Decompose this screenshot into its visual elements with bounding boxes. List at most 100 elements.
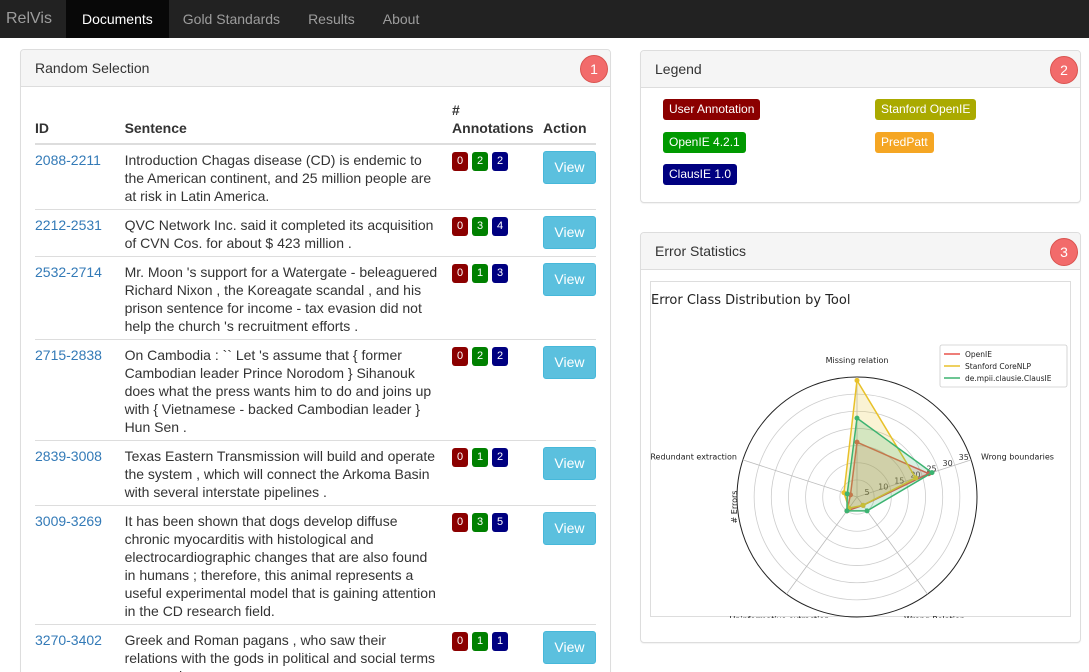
nav-gold-standards[interactable]: Gold Standards bbox=[182, 11, 281, 27]
category-label: Missing relation bbox=[826, 356, 889, 365]
annotation-count-badge: 5 bbox=[492, 513, 509, 532]
table-row: 2532-2714 Mr. Moon 's support for a Water… bbox=[35, 256, 596, 340]
series-area bbox=[843, 378, 917, 509]
category-label: Uninformative extraction bbox=[729, 615, 829, 618]
panel-heading: Error Statistics 3 bbox=[641, 233, 1080, 270]
data-point bbox=[854, 415, 860, 421]
sentence-cell: Introduction Chagas disease (CD) is ende… bbox=[124, 143, 453, 210]
doc-id-cell: 2212-2531 bbox=[35, 209, 125, 257]
chart-title: Error Class Distribution by Tool bbox=[651, 293, 850, 308]
data-point bbox=[854, 377, 860, 383]
annotation-count-badge: 1 bbox=[472, 632, 489, 651]
annotation-count-badge: 2 bbox=[492, 448, 509, 467]
annotation-count-badge: 0 bbox=[452, 513, 469, 532]
header-sentence: Sentence bbox=[124, 101, 453, 145]
doc-id-cell: 3009-3269 bbox=[35, 505, 125, 625]
table-row: 2088-2211 Introduction Chagas disease (CD… bbox=[35, 143, 596, 210]
action-cell: View bbox=[542, 624, 596, 672]
table-row: 3009-3269 It has been shown that dogs dev… bbox=[35, 505, 596, 625]
data-point bbox=[860, 502, 866, 508]
navbar: RelVis Documents Gold Standards Results … bbox=[0, 0, 1089, 38]
radial-tick-label: 10 bbox=[878, 482, 888, 491]
sentence-cell: Mr. Moon 's support for a Watergate - be… bbox=[124, 256, 453, 340]
doc-id-cell: 2088-2211 bbox=[35, 143, 125, 210]
action-cell: View bbox=[542, 440, 596, 506]
doc-id-link[interactable]: 2212-2531 bbox=[35, 217, 102, 233]
action-cell: View bbox=[542, 209, 596, 257]
view-button[interactable]: View bbox=[542, 216, 596, 249]
nav-about[interactable]: About bbox=[382, 11, 420, 27]
category-label: Redundant extraction bbox=[651, 452, 737, 461]
grid-spoke bbox=[856, 496, 928, 595]
annotation-count-badge: 2 bbox=[472, 347, 489, 366]
legend-clausie: ClausIE 1.0 bbox=[663, 164, 738, 185]
chart-legend-box bbox=[939, 344, 1068, 388]
panel-title: Legend bbox=[655, 61, 702, 77]
doc-id-link[interactable]: 3009-3269 bbox=[35, 513, 102, 529]
header-annotations: # Annotations bbox=[452, 101, 543, 145]
legend-panel: Legend 2 User Annotation Stanford OpenIE… bbox=[640, 50, 1081, 203]
panel-heading: Random Selection 1 bbox=[21, 50, 610, 87]
annotation-count-badge: 1 bbox=[472, 264, 489, 283]
radial-tick-label: 5 bbox=[865, 488, 870, 497]
series-area bbox=[846, 416, 934, 512]
radial-tick-label: 35 bbox=[959, 453, 969, 462]
doc-id-link[interactable]: 2088-2211 bbox=[35, 152, 101, 168]
view-button[interactable]: View bbox=[542, 631, 596, 664]
data-point bbox=[929, 470, 935, 476]
annotation-count-badge: 0 bbox=[452, 217, 469, 236]
view-button[interactable]: View bbox=[542, 447, 596, 480]
doc-id-link[interactable]: 2532-2714 bbox=[35, 264, 102, 280]
chart-container: Error Class Distribution by Tool 5 10 15 20 2… bbox=[650, 281, 1071, 624]
category-label: Wrong Relation bbox=[904, 615, 965, 618]
legend-openie: OpenIE 4.2.1 bbox=[663, 132, 746, 153]
action-cell: View bbox=[542, 505, 596, 625]
nav-results[interactable]: Results bbox=[308, 11, 355, 27]
sentence-cell: Greek and Roman pagans , who saw their r… bbox=[124, 624, 453, 672]
annotation-count-badge: 3 bbox=[472, 217, 489, 236]
annotation-count-badge: 3 bbox=[492, 264, 509, 283]
table-row: 2212-2531 QVC Network Inc. said it comple… bbox=[35, 209, 596, 257]
annotation-count-badge: 0 bbox=[452, 152, 469, 171]
sentence-cell: Texas Eastern Transmission will build an… bbox=[124, 440, 453, 506]
legend-entry: de.mpii.clausie.ClausIE bbox=[965, 374, 1052, 383]
random-selection-panel: Random Selection 1 ID Sentence # Annotat… bbox=[20, 49, 611, 672]
grid-spoke bbox=[786, 496, 858, 595]
legend-user-annotation: User Annotation bbox=[663, 99, 761, 120]
axis-label: # Errors bbox=[730, 491, 739, 524]
grid-spoke bbox=[742, 459, 858, 498]
sentence-cell: It has been shown that dogs develop diff… bbox=[124, 505, 453, 625]
doc-id-link[interactable]: 2839-3008 bbox=[35, 448, 102, 464]
table-row: 3270-3402 Greek and Roman pagans , who sa… bbox=[35, 624, 596, 672]
annotation-count-badge: 0 bbox=[452, 347, 469, 366]
doc-id-link[interactable]: 3270-3402 bbox=[35, 632, 102, 648]
data-point bbox=[844, 508, 850, 514]
view-button[interactable]: View bbox=[542, 512, 596, 545]
data-point bbox=[864, 508, 870, 514]
header-annotations-hash: # bbox=[452, 102, 460, 118]
series-area bbox=[845, 441, 931, 513]
table-row: 2839-3008 Texas Eastern Transmission will… bbox=[35, 440, 596, 506]
doc-id-cell: 2532-2714 bbox=[35, 256, 125, 340]
header-id: ID bbox=[35, 101, 125, 145]
step-marker: 1 bbox=[580, 55, 608, 83]
doc-id-link[interactable]: 2715-2838 bbox=[35, 347, 102, 363]
data-point bbox=[854, 439, 860, 445]
panel-heading: Legend 2 bbox=[641, 51, 1080, 88]
nav-documents[interactable]: Documents bbox=[65, 0, 169, 38]
annotation-count-badge: 1 bbox=[472, 448, 489, 467]
sentence-cell: On Cambodia : `` Let 's assume that { fo… bbox=[124, 339, 453, 441]
radial-tick-label: 25 bbox=[926, 465, 936, 474]
view-button[interactable]: View bbox=[542, 151, 596, 184]
annotation-count-badge: 4 bbox=[492, 217, 509, 236]
view-button[interactable]: View bbox=[542, 346, 596, 379]
header-annotations-label: Annotations bbox=[452, 120, 534, 136]
radar-chart: Error Class Distribution by Tool 5 10 15 20 2… bbox=[650, 293, 1068, 624]
brand-logo[interactable]: RelVis bbox=[6, 10, 52, 27]
view-button[interactable]: View bbox=[542, 263, 596, 296]
radial-tick-label: 30 bbox=[943, 459, 953, 468]
